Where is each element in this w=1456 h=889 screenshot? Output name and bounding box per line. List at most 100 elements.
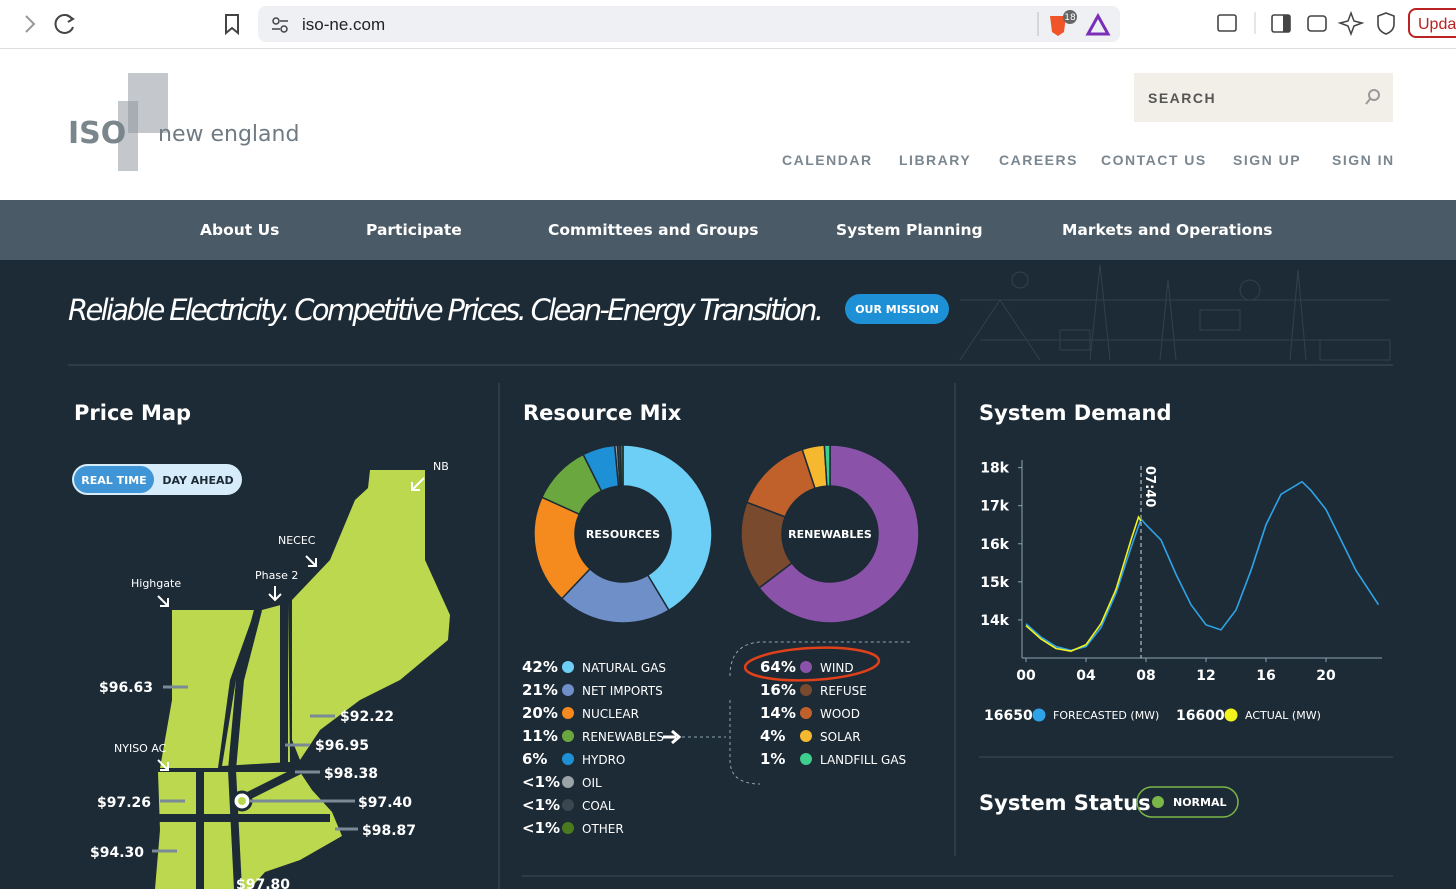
legend-label: OTHER xyxy=(582,822,624,836)
price[interactable]: $92.22 xyxy=(340,709,394,725)
header-link[interactable]: SIGN IN xyxy=(1332,152,1395,168)
x-tick-label: 12 xyxy=(1196,668,1215,684)
legend-value: 16650 xyxy=(984,708,1033,724)
mission-button-label[interactable]: OUR MISSION xyxy=(855,303,939,316)
legend-value: 16600 xyxy=(1176,708,1225,724)
donut-slice[interactable] xyxy=(622,444,713,612)
nav-item[interactable]: Participate xyxy=(366,221,462,239)
x-tick-label: 08 xyxy=(1136,668,1155,684)
x-tick-label: 04 xyxy=(1076,668,1096,684)
legend-swatch xyxy=(1224,708,1238,722)
site-info-icon[interactable] xyxy=(270,15,290,35)
price[interactable]: $98.38 xyxy=(324,766,378,782)
map-labels: NB NECEC Phase 2 Highgate NYISO AC xyxy=(114,460,449,755)
status-label: NORMAL xyxy=(1173,796,1227,809)
map-label: Highgate xyxy=(131,577,181,590)
time-marker-label: 07:40 xyxy=(1142,466,1157,507)
nav-item[interactable]: About Us xyxy=(200,221,280,239)
legend-value: 21% xyxy=(522,681,558,699)
prices: $96.63 $92.22 $96.95 $98.38 $97.26 $97.4… xyxy=(90,680,416,889)
toggle-label[interactable]: REAL TIME xyxy=(81,474,146,487)
header-link[interactable]: CALENDAR xyxy=(782,152,873,168)
price[interactable]: $96.63 xyxy=(99,680,153,696)
nav-item[interactable]: Committees and Groups xyxy=(548,221,759,239)
url-bar[interactable]: iso-ne.com 18 xyxy=(258,6,1120,42)
donut-slice[interactable] xyxy=(823,444,831,487)
main-nav: About Us Participate Committees and Grou… xyxy=(0,200,1456,260)
legend-swatch xyxy=(562,753,574,765)
y-tick-label: 15k xyxy=(980,575,1009,591)
legend-value: 11% xyxy=(522,727,558,745)
search-icon[interactable] xyxy=(1364,87,1384,107)
mission-button[interactable] xyxy=(845,294,949,324)
map-label: NYISO AC xyxy=(114,742,167,755)
extension-icons[interactable]: 18 xyxy=(1036,6,1126,42)
header-link[interactable]: CAREERS xyxy=(999,152,1078,168)
legend-label: SOLAR xyxy=(820,730,861,744)
bracket xyxy=(729,641,910,785)
donut-slice[interactable] xyxy=(758,444,920,624)
toggle-label[interactable]: DAY AHEAD xyxy=(162,474,233,487)
legend-label: WIND xyxy=(820,661,854,675)
price-leaders xyxy=(152,685,358,853)
search-box[interactable]: SEARCH xyxy=(1134,73,1393,122)
y-tick-label: 17k xyxy=(980,499,1009,515)
site-header: ISO new england SEARCH CALENDAR LIBRARY … xyxy=(0,49,1456,200)
legend-label: LANDFILL GAS xyxy=(820,753,906,767)
legend-swatch xyxy=(800,753,812,765)
header-link[interactable]: SIGN UP xyxy=(1233,152,1302,168)
toggle-active[interactable] xyxy=(74,466,154,493)
legend-label: NUCLEAR xyxy=(582,707,639,721)
legend-label: FORECASTED (MW) xyxy=(1053,709,1159,722)
dashboard: Reliable Electricity. Competitive Prices… xyxy=(0,260,1456,889)
map-label: NB xyxy=(433,460,449,473)
price[interactable]: $97.40 xyxy=(358,795,412,811)
section-title: System Status xyxy=(979,791,1151,815)
legend-swatch xyxy=(562,730,574,742)
donut-center-label: RESOURCES xyxy=(586,528,660,541)
update-button[interactable]: Upda xyxy=(1408,8,1456,38)
status-pill xyxy=(1136,786,1239,818)
legend-swatch xyxy=(1032,708,1046,722)
y-tick-label: 16k xyxy=(980,537,1009,553)
y-tick-label: 14k xyxy=(980,613,1009,629)
map-label: Phase 2 xyxy=(255,569,298,582)
legend-value: 14% xyxy=(760,704,796,722)
legend-label: WOOD xyxy=(820,707,860,721)
x-tick-label: 20 xyxy=(1316,668,1336,684)
legend-label: NET IMPORTS xyxy=(582,684,663,698)
legend-label: REFUSE xyxy=(820,684,867,698)
price[interactable]: $98.87 xyxy=(362,823,416,839)
legend-swatch xyxy=(562,776,574,788)
legend-label: COAL xyxy=(582,799,615,813)
toolbar-icons[interactable] xyxy=(1208,0,1408,48)
header-link[interactable]: CONTACT US xyxy=(1101,152,1207,168)
nav-item[interactable]: System Planning xyxy=(836,221,983,239)
legend-label: ACTUAL (MW) xyxy=(1245,709,1321,722)
badge: 18 xyxy=(1064,13,1076,23)
price[interactable]: $97.80 xyxy=(236,877,290,889)
legend-value: 16% xyxy=(760,681,796,699)
tagline: Reliable Electricity. Competitive Prices… xyxy=(68,293,824,327)
legend-value: 42% xyxy=(522,658,558,676)
header-link[interactable]: LIBRARY xyxy=(899,152,972,168)
legend-label: OIL xyxy=(582,776,602,790)
legend-value: <1% xyxy=(522,796,560,814)
search-placeholder: SEARCH xyxy=(1148,90,1217,106)
logo[interactable]: ISO new england xyxy=(66,71,306,181)
demand-line xyxy=(1025,480,1380,652)
demand-line xyxy=(1025,515,1142,652)
price[interactable]: $94.30 xyxy=(90,845,144,861)
nav-item[interactable]: Markets and Operations xyxy=(1062,221,1273,239)
y-tick-label: 18k xyxy=(980,461,1009,477)
donut-slice[interactable] xyxy=(619,444,624,487)
legend-value: 6% xyxy=(522,750,547,768)
section-title: System Demand xyxy=(979,401,1172,425)
donut-center-label: RENEWABLES xyxy=(788,528,872,541)
legend-value: 64% xyxy=(760,658,796,676)
price[interactable]: $96.95 xyxy=(315,738,369,754)
legend-swatch xyxy=(562,684,574,696)
logo-text: new england xyxy=(158,122,299,147)
price[interactable]: $97.26 xyxy=(97,795,151,811)
